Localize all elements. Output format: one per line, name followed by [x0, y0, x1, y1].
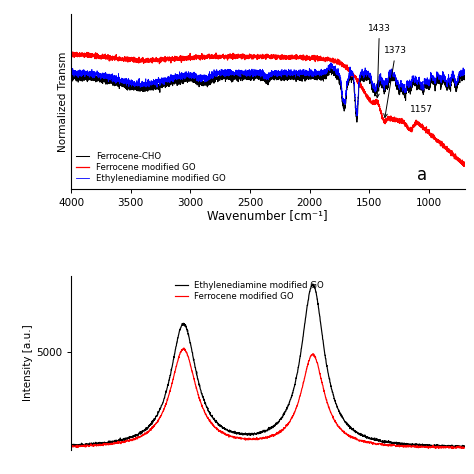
Ferrocene-CHO	[296, 74, 302, 80]
Legend: Ferrocene-CHO, Ferrocene modified GO, Ethylenediamine modified GO: Ferrocene-CHO, Ferrocene modified GO, Et…	[75, 151, 227, 184]
Ferrocene modified GO	[68, 52, 74, 57]
Ethylenediamine modified GO	[310, 281, 316, 287]
Text: 1373: 1373	[384, 46, 407, 118]
Ferrocene modified GO	[249, 437, 255, 442]
Ferrocene-CHO	[293, 73, 299, 79]
Ethylenediamine modified GO	[68, 442, 74, 448]
Text: 1157: 1157	[410, 105, 433, 114]
Text: 1433: 1433	[368, 24, 391, 98]
Ferrocene-CHO	[354, 119, 360, 125]
Line: Ethylenediamine modified GO: Ethylenediamine modified GO	[71, 63, 465, 116]
Ethylenediamine modified GO	[293, 71, 299, 76]
Ferrocene modified GO	[68, 444, 74, 450]
Ethylenediamine modified GO	[249, 430, 255, 436]
Ferrocene modified GO	[69, 49, 75, 55]
Ferrocene modified GO	[260, 435, 265, 441]
Text: a: a	[417, 166, 428, 184]
Ethylenediamine modified GO	[462, 443, 467, 449]
Ferrocene-CHO	[176, 80, 182, 85]
Legend: Ethylenediamine modified GO, Ferrocene modified GO: Ethylenediamine modified GO, Ferrocene m…	[174, 280, 325, 302]
Ferrocene modified GO	[451, 446, 456, 451]
Line: Ferrocene modified GO: Ferrocene modified GO	[71, 348, 465, 448]
Ethylenediamine modified GO	[354, 113, 360, 119]
Ferrocene modified GO	[100, 54, 106, 60]
Ethylenediamine modified GO	[260, 428, 265, 434]
Ethylenediamine modified GO	[450, 443, 456, 449]
X-axis label: Wavenumber [cm⁻¹]: Wavenumber [cm⁻¹]	[208, 209, 328, 222]
Ferrocene modified GO	[462, 161, 467, 167]
Ferrocene modified GO	[176, 55, 182, 60]
Ethylenediamine modified GO	[274, 73, 280, 78]
Ethylenediamine modified GO	[328, 60, 334, 66]
Y-axis label: Normalized Transm: Normalized Transm	[58, 51, 68, 152]
Y-axis label: Intensity [a.u.]: Intensity [a.u.]	[23, 325, 33, 401]
Ferrocene-CHO	[462, 73, 467, 79]
Ethylenediamine modified GO	[462, 66, 467, 72]
Ferrocene modified GO	[274, 54, 280, 59]
Ethylenediamine modified GO	[88, 442, 94, 447]
Ferrocene-CHO	[274, 74, 280, 80]
Ethylenediamine modified GO	[80, 69, 86, 75]
Ethylenediamine modified GO	[68, 71, 74, 77]
Ethylenediamine modified GO	[378, 439, 384, 445]
Ferrocene-CHO	[68, 78, 74, 84]
Ethylenediamine modified GO	[459, 446, 465, 451]
Ferrocene modified GO	[449, 446, 455, 451]
Ferrocene modified GO	[181, 345, 187, 351]
Ferrocene modified GO	[296, 54, 302, 60]
Ethylenediamine modified GO	[100, 74, 105, 80]
Ethylenediamine modified GO	[450, 443, 456, 449]
Ethylenediamine modified GO	[296, 70, 302, 76]
Ferrocene modified GO	[378, 441, 384, 447]
Ferrocene-CHO	[327, 65, 333, 71]
Ferrocene modified GO	[88, 442, 94, 448]
Line: Ferrocene modified GO: Ferrocene modified GO	[71, 52, 465, 166]
Ferrocene modified GO	[461, 164, 467, 169]
Ferrocene modified GO	[462, 445, 467, 451]
Ferrocene modified GO	[450, 444, 456, 450]
Line: Ethylenediamine modified GO: Ethylenediamine modified GO	[71, 284, 465, 448]
Line: Ferrocene-CHO: Ferrocene-CHO	[71, 68, 465, 122]
Ferrocene-CHO	[80, 73, 86, 78]
Ferrocene modified GO	[80, 53, 86, 59]
Ferrocene modified GO	[293, 52, 299, 57]
Ethylenediamine modified GO	[176, 76, 182, 82]
Ferrocene-CHO	[100, 79, 105, 85]
